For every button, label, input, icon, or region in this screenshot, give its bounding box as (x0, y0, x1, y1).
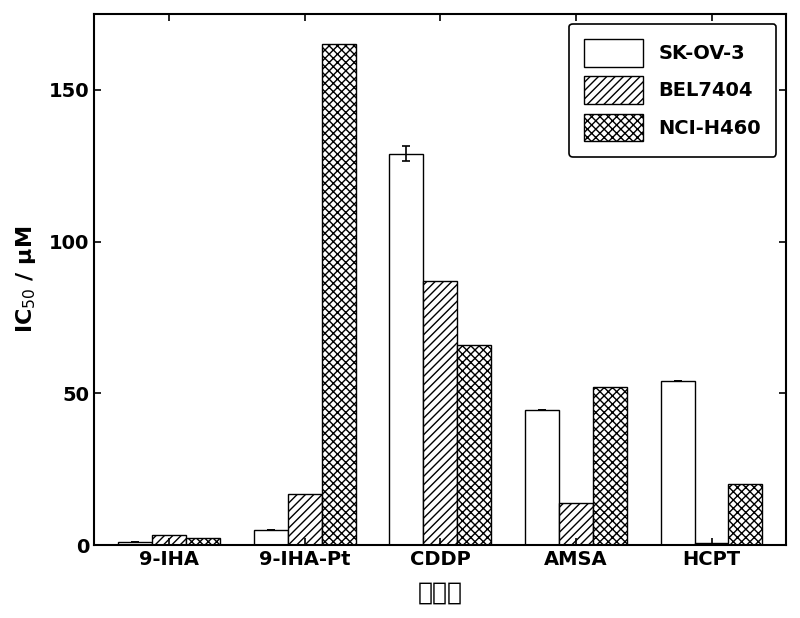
Bar (322, 44, 355, 545)
Bar (661, 381, 694, 545)
X-axis label: 化合物: 化合物 (418, 580, 462, 604)
Bar (423, 281, 458, 545)
Bar (525, 410, 559, 545)
Bar (694, 543, 729, 545)
Bar (254, 530, 288, 545)
Bar (729, 485, 762, 545)
Bar (593, 387, 626, 545)
Bar (186, 538, 220, 545)
Y-axis label: IC$_{50}$ / μM: IC$_{50}$ / μM (14, 226, 38, 333)
Bar (288, 494, 322, 545)
Bar (458, 345, 491, 545)
Bar (118, 542, 152, 545)
Bar (390, 153, 423, 545)
Legend: SK-OV-3, BEL7404, NCI-H460: SK-OV-3, BEL7404, NCI-H460 (569, 23, 776, 157)
Bar (559, 502, 593, 545)
Bar (152, 535, 186, 545)
